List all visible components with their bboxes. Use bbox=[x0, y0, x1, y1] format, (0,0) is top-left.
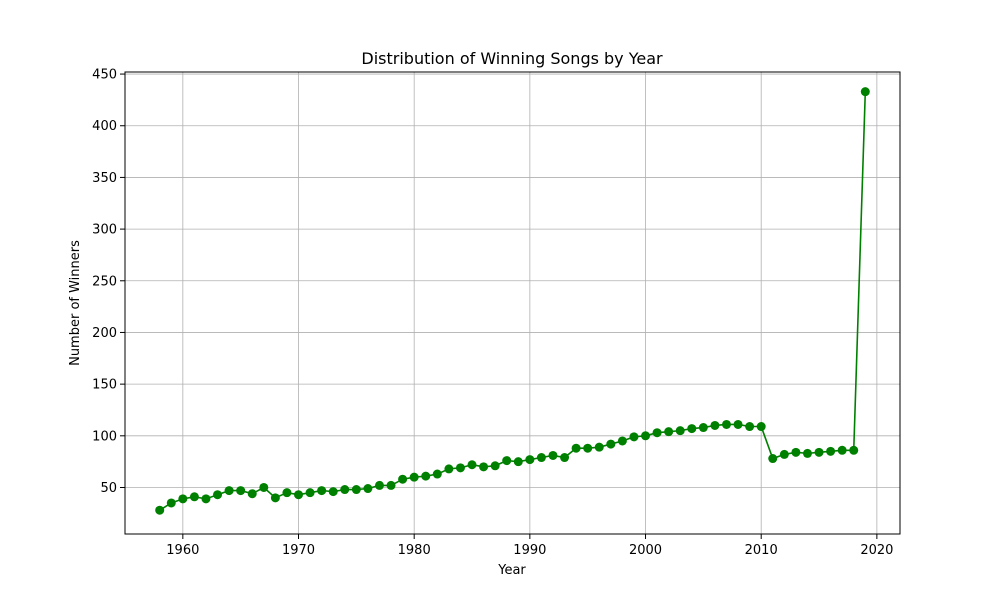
data-point bbox=[802, 448, 812, 458]
data-point bbox=[560, 453, 570, 463]
data-point bbox=[490, 461, 500, 471]
data-point bbox=[305, 488, 315, 498]
data-point bbox=[837, 445, 847, 455]
data-point bbox=[849, 445, 859, 455]
data-point bbox=[860, 87, 870, 97]
data-point bbox=[213, 490, 223, 500]
data-point bbox=[317, 486, 327, 496]
data-point bbox=[675, 426, 685, 436]
y-tick-label: 150 bbox=[92, 378, 117, 393]
data-series bbox=[155, 87, 870, 515]
data-point bbox=[432, 469, 442, 479]
data-point bbox=[224, 486, 234, 496]
data-point bbox=[479, 462, 489, 472]
x-tick-label: 1990 bbox=[513, 543, 546, 558]
chart-title: Distribution of Winning Songs by Year bbox=[361, 49, 663, 68]
x-axis-label: Year bbox=[497, 563, 526, 578]
data-point bbox=[606, 439, 616, 449]
data-point bbox=[467, 460, 477, 470]
data-point bbox=[409, 472, 419, 482]
x-tick-label: 1980 bbox=[398, 543, 431, 558]
data-point bbox=[259, 482, 269, 492]
data-point bbox=[664, 427, 674, 437]
data-point bbox=[721, 419, 731, 429]
y-tick-label: 450 bbox=[92, 68, 117, 83]
data-point bbox=[571, 443, 581, 453]
data-point bbox=[340, 485, 350, 495]
data-point bbox=[548, 450, 558, 460]
data-point bbox=[594, 442, 604, 452]
grid bbox=[125, 72, 900, 534]
data-point bbox=[270, 493, 280, 503]
y-tick-label: 400 bbox=[92, 119, 117, 134]
data-point bbox=[814, 447, 824, 457]
data-point bbox=[189, 492, 199, 502]
data-point bbox=[201, 494, 211, 504]
y-tick-label: 200 bbox=[92, 326, 117, 341]
data-point bbox=[363, 484, 373, 494]
y-tick-label: 250 bbox=[92, 274, 117, 289]
x-tick-label: 2020 bbox=[860, 543, 893, 558]
data-point bbox=[687, 424, 697, 434]
y-axis-label: Number of Winners bbox=[68, 240, 83, 366]
data-point bbox=[294, 490, 304, 500]
y-tick-label: 100 bbox=[92, 429, 117, 444]
data-point bbox=[398, 474, 408, 484]
data-point bbox=[386, 480, 396, 490]
data-point bbox=[826, 446, 836, 456]
data-point bbox=[155, 505, 165, 515]
data-point bbox=[617, 436, 627, 446]
data-point bbox=[745, 422, 755, 432]
data-point bbox=[166, 498, 176, 508]
data-point bbox=[421, 471, 431, 481]
data-point bbox=[247, 489, 257, 499]
axis-ticks: 1960 1970 1980 1990 2000 2010 2020 50 100 150 200 2… bbox=[92, 68, 893, 558]
plot-area-frame bbox=[124, 71, 901, 535]
y-tick-label: 350 bbox=[92, 171, 117, 186]
data-point bbox=[236, 486, 246, 496]
x-tick-label: 2010 bbox=[745, 543, 778, 558]
data-point bbox=[710, 420, 720, 430]
y-tick-label: 50 bbox=[100, 481, 117, 496]
y-tick-label: 300 bbox=[92, 223, 117, 238]
data-point bbox=[768, 454, 778, 464]
data-point bbox=[629, 432, 639, 442]
data-point bbox=[455, 463, 465, 473]
data-point bbox=[756, 422, 766, 432]
data-point bbox=[698, 423, 708, 433]
data-point bbox=[282, 488, 292, 498]
data-point bbox=[351, 485, 361, 495]
data-point bbox=[502, 456, 512, 466]
data-point bbox=[444, 464, 454, 474]
data-point bbox=[641, 431, 651, 441]
data-point bbox=[779, 449, 789, 459]
data-point bbox=[733, 419, 743, 429]
data-point bbox=[791, 447, 801, 457]
data-point bbox=[525, 455, 535, 465]
data-point bbox=[513, 457, 523, 467]
data-point bbox=[374, 480, 384, 490]
data-point bbox=[652, 428, 662, 438]
data-point bbox=[328, 487, 338, 497]
x-tick-label: 1970 bbox=[282, 543, 315, 558]
data-point bbox=[178, 494, 188, 504]
data-point bbox=[536, 453, 546, 463]
x-tick-label: 2000 bbox=[629, 543, 662, 558]
data-point bbox=[583, 443, 593, 453]
x-tick-label: 1960 bbox=[166, 543, 199, 558]
